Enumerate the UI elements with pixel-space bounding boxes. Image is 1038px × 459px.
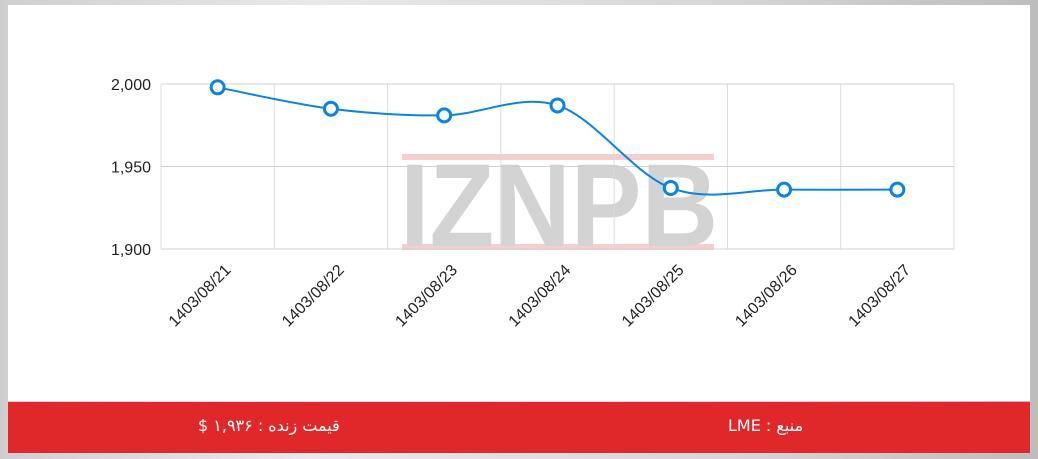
- data-point: [322, 100, 339, 117]
- x-tick-label: 1403/08/26: [732, 262, 801, 331]
- x-tick-label: 1403/08/22: [279, 262, 348, 331]
- live-price: قیمت زنده : ۱,۹۳۶ $: [198, 416, 340, 435]
- watermark: IZNPB: [400, 140, 718, 272]
- svg-text:IZNPB: IZNPB: [400, 140, 718, 272]
- data-point: [662, 179, 679, 196]
- x-tick-label: 1403/08/25: [619, 262, 688, 331]
- y-tick-label: 1,950: [111, 160, 151, 177]
- chart-card: [8, 5, 1030, 401]
- data-point: [889, 181, 906, 198]
- x-tick-label: 1403/08/23: [392, 262, 461, 331]
- y-tick-label: 1,900: [111, 242, 151, 259]
- line-chart: IZNPB 2,000 1,950 1,900 1403/08/21 1403/08/2…: [111, 77, 955, 331]
- x-tick-label: 1403/08/24: [506, 262, 575, 331]
- data-point: [549, 97, 566, 114]
- x-tick-label: 1403/08/27: [846, 262, 915, 331]
- y-tick-label: 2,000: [111, 77, 151, 94]
- source-label: منبع : LME: [728, 416, 804, 435]
- x-tick-label: 1403/08/21: [166, 262, 235, 331]
- data-point: [776, 181, 793, 198]
- footer-bar: قیمت زنده : ۱,۹۳۶ $ منبع : LME: [8, 402, 1030, 453]
- data-point: [209, 79, 226, 96]
- data-point: [436, 107, 453, 124]
